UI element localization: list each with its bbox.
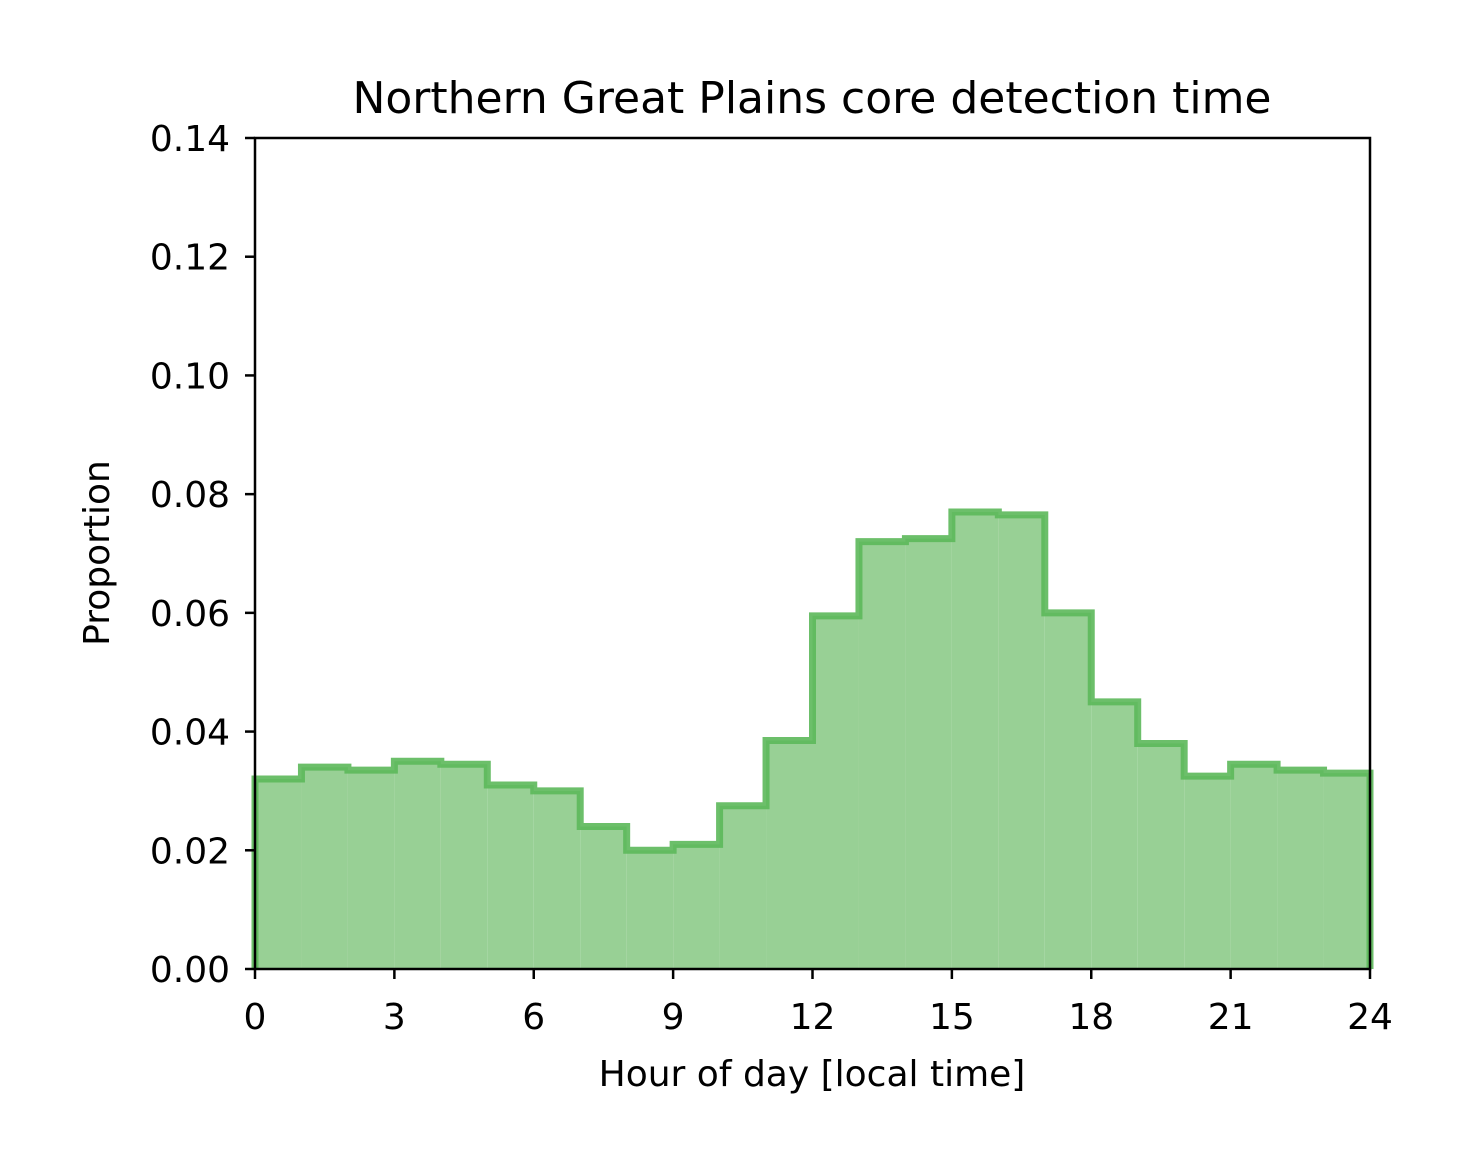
histogram-bar xyxy=(951,511,999,969)
y-tick-label: 0.14 xyxy=(150,119,230,160)
y-tick-label: 0.02 xyxy=(150,831,230,872)
histogram-bar xyxy=(440,764,488,969)
x-tick-label: 18 xyxy=(1068,997,1114,1038)
x-tick-label: 6 xyxy=(522,997,545,1038)
x-tick-label: 12 xyxy=(790,997,836,1038)
y-tick-label: 0.12 xyxy=(150,238,230,279)
y-tick-label: 0.06 xyxy=(150,594,230,635)
histogram-bar xyxy=(301,767,348,969)
histogram-bar xyxy=(626,850,674,969)
x-axis-label: Hour of day [local time] xyxy=(599,1054,1026,1095)
histogram-bar xyxy=(1091,701,1138,969)
histogram-bar xyxy=(858,541,906,969)
histogram-bar xyxy=(394,761,441,969)
histogram-bar xyxy=(905,538,952,969)
x-tick-label: 24 xyxy=(1347,997,1393,1038)
histogram-bar xyxy=(347,770,395,969)
histogram-bar xyxy=(998,514,1045,969)
chart-title: Northern Great Plains core detection tim… xyxy=(352,73,1271,124)
bars-layer xyxy=(251,508,1374,969)
y-tick-label: 0.10 xyxy=(150,356,230,397)
histogram-bar xyxy=(1230,764,1278,969)
histogram-bar xyxy=(1277,770,1324,969)
histogram-bar xyxy=(1184,776,1231,969)
x-tick-label: 9 xyxy=(662,997,685,1038)
y-tick-label: 0.00 xyxy=(150,950,230,991)
histogram-bar xyxy=(812,615,859,969)
histogram-bar xyxy=(1044,612,1092,969)
histogram-bar xyxy=(487,784,534,969)
histogram-bar xyxy=(1137,743,1185,969)
y-axis: 0.00 0.02 0.04 0.06 0.08 0.10 0.12 0.14 xyxy=(150,119,255,991)
y-tick-label: 0.04 xyxy=(150,713,230,754)
histogram-bar xyxy=(719,805,767,969)
x-axis: 0 3 6 9 12 15 18 21 24 xyxy=(244,969,1393,1038)
y-axis-label: Proportion xyxy=(77,460,118,646)
histogram-bar xyxy=(673,844,720,969)
histogram-bar xyxy=(1323,773,1370,969)
histogram-bar xyxy=(533,790,581,969)
y-tick-label: 0.08 xyxy=(150,475,230,516)
x-tick-label: 3 xyxy=(383,997,406,1038)
x-tick-label: 21 xyxy=(1208,997,1254,1038)
histogram-bar xyxy=(580,826,627,969)
x-tick-label: 15 xyxy=(929,997,975,1038)
histogram-step-outline xyxy=(251,508,1374,969)
histogram-bar xyxy=(766,740,813,969)
histogram-bar xyxy=(255,779,302,969)
plot-frame xyxy=(253,136,1372,971)
x-tick-label: 0 xyxy=(244,997,267,1038)
